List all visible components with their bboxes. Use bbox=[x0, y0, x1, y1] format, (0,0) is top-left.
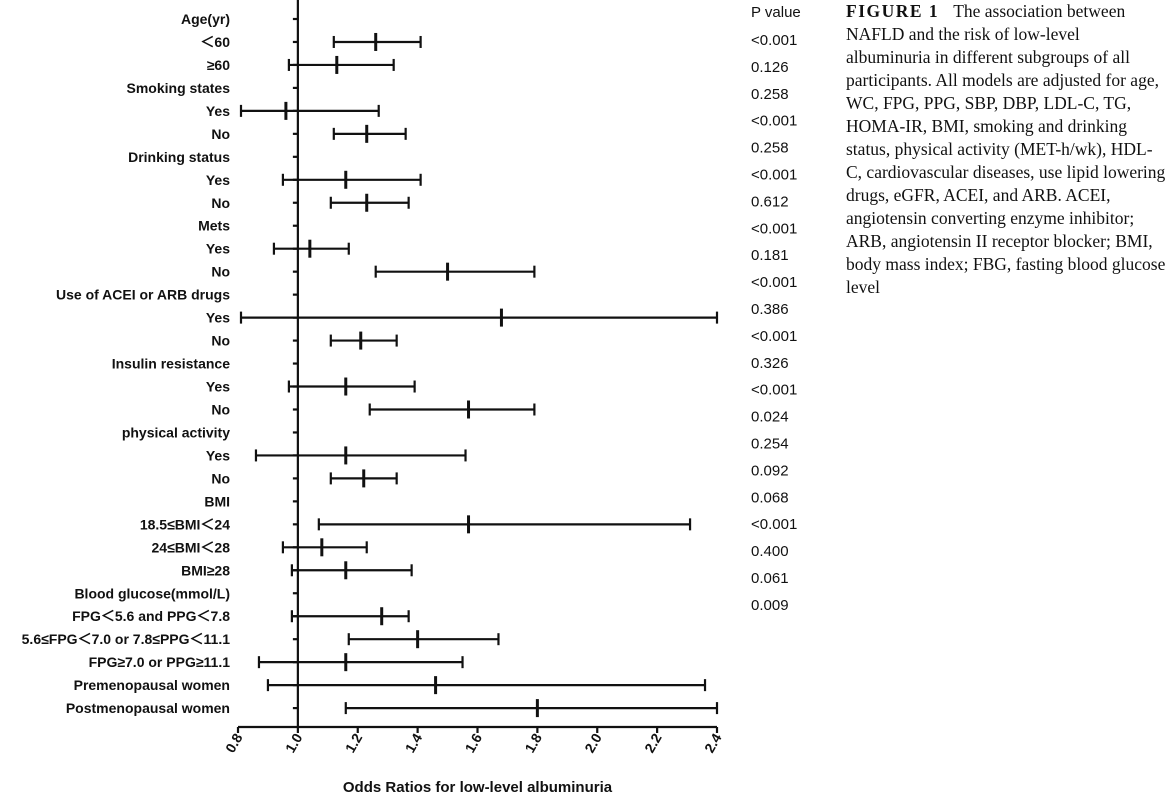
subgroup-label: Yes bbox=[206, 310, 230, 326]
subgroup-label: ＜60 bbox=[200, 34, 230, 50]
subgroup-header: Insulin resistance bbox=[112, 356, 230, 372]
pvalue: <0.001 bbox=[751, 382, 797, 399]
pvalue: <0.001 bbox=[751, 274, 797, 291]
x-tick-label: 2.2 bbox=[641, 730, 665, 755]
subgroup-header: Drinking status bbox=[128, 149, 230, 165]
x-tick-label: 1.4 bbox=[402, 730, 426, 755]
forest-plot: 0.8 1.0 1.2 1.4 1.6 1.8 2.0 2.2 2.4 Odds Ratios f… bbox=[22, 0, 801, 794]
pvalue-header: P value bbox=[751, 4, 801, 21]
x-axis-label: Odds Ratios for low-level albuminuria bbox=[343, 779, 613, 794]
subgroup-label: 5.6≤FPG＜7.0 or 7.8≤PPG＜11.1 bbox=[22, 631, 231, 647]
pvalue: 0.181 bbox=[751, 247, 789, 264]
x-tick-label: 2.0 bbox=[581, 730, 605, 755]
subgroup-header: Age(yr) bbox=[181, 11, 230, 27]
subgroup-header: Smoking states bbox=[127, 80, 231, 96]
pvalue: <0.001 bbox=[751, 167, 797, 184]
x-tick-label: 0.8 bbox=[222, 730, 246, 755]
pvalue: 0.386 bbox=[751, 301, 789, 318]
subgroup-label: FPG＜5.6 and PPG＜7.8 bbox=[72, 608, 230, 624]
pvalue: 0.092 bbox=[751, 462, 789, 479]
pvalue: <0.001 bbox=[751, 516, 797, 533]
subgroup-label: No bbox=[211, 401, 230, 417]
pvalue: 0.612 bbox=[751, 193, 789, 210]
subgroup-label: No bbox=[211, 470, 230, 486]
subgroup-header: Use of ACEI or ARB drugs bbox=[56, 287, 230, 303]
subgroup-label: BMI≥28 bbox=[181, 562, 230, 578]
pvalue: 0.258 bbox=[751, 140, 789, 157]
x-tick-label: 2.4 bbox=[701, 730, 725, 755]
x-tick-label: 1.6 bbox=[462, 730, 486, 755]
figure-label: FIGURE 1 bbox=[846, 1, 940, 21]
subgroup-label: No bbox=[211, 264, 230, 280]
subgroup-label: No bbox=[211, 126, 230, 142]
subgroup-label: No bbox=[211, 195, 230, 211]
subgroup-label: No bbox=[211, 333, 230, 349]
caption-text: The association between NAFLD and the ri… bbox=[846, 1, 1166, 297]
pvalue: 0.326 bbox=[751, 355, 789, 372]
subgroup-header: Blood glucose(mmol/L) bbox=[74, 585, 230, 601]
subgroup-label: 18.5≤BMI＜24 bbox=[140, 516, 230, 532]
subgroup-label: Yes bbox=[206, 172, 230, 188]
x-tick-label: 1.2 bbox=[342, 730, 366, 755]
subgroup-header: physical activity bbox=[122, 424, 230, 440]
pvalue: <0.001 bbox=[751, 113, 797, 130]
pvalue: 0.068 bbox=[751, 489, 789, 506]
figure-caption: FIGURE 1 The association between NAFLD an… bbox=[846, 0, 1168, 299]
pvalue: <0.001 bbox=[751, 220, 797, 237]
pvalue: 0.400 bbox=[751, 543, 789, 560]
subgroup-label: Yes bbox=[206, 103, 230, 119]
subgroup-label: FPG≥7.0 or PPG≥11.1 bbox=[89, 654, 231, 670]
subgroup-label: Yes bbox=[206, 241, 230, 257]
subgroup-header: Mets bbox=[198, 218, 230, 234]
pvalue: 0.024 bbox=[751, 409, 789, 426]
subgroup-header: BMI bbox=[204, 493, 230, 509]
subgroup-label: Yes bbox=[206, 447, 230, 463]
subgroup-label: Postmenopausal women bbox=[66, 700, 230, 716]
pvalue: <0.001 bbox=[751, 32, 797, 49]
pvalue: 0.061 bbox=[751, 570, 789, 587]
pvalue: 0.254 bbox=[751, 436, 789, 453]
x-tick-label: 1.8 bbox=[521, 730, 545, 755]
subgroup-label: Premenopausal women bbox=[74, 677, 230, 693]
x-tick-label: 1.0 bbox=[282, 730, 306, 755]
subgroup-label: 24≤BMI＜28 bbox=[152, 539, 231, 555]
subgroup-label: Yes bbox=[206, 379, 230, 395]
pvalue: 0.258 bbox=[751, 86, 789, 103]
subgroup-label: ≥60 bbox=[207, 57, 230, 73]
pvalue: 0.126 bbox=[751, 59, 789, 76]
pvalue: 0.009 bbox=[751, 597, 789, 614]
pvalue: <0.001 bbox=[751, 328, 797, 345]
